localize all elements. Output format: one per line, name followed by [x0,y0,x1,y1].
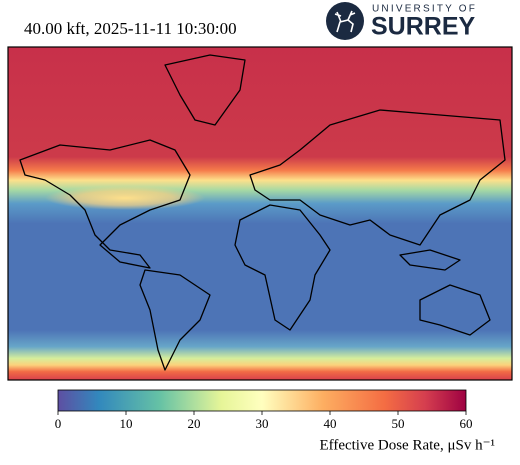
logo-stag [334,10,356,33]
colorbar-tick-label: 0 [55,416,62,431]
logo-main: SURREY [371,13,476,41]
colorbar-scale [57,389,467,412]
map [7,46,513,381]
colorbar-tick-label: 10 [120,416,133,431]
colorbar-tick-label: 40 [324,416,337,431]
colorbar-tick-label: 20 [188,416,201,431]
colorbar: Effective Dose Rate, μSv h⁻¹ 0 10 20 30 40 50… [55,389,495,453]
colorbar-tick-label: 50 [392,416,405,431]
title: 40.00 kft, 2025-11-11 10:30:00 [24,19,237,38]
colorbar-label: Effective Dose Rate, μSv h⁻¹ [319,437,495,453]
colorbar-tick-label: 30 [256,416,269,431]
logo: UNIVERSITY OF SURREY [326,2,477,41]
logo-top: UNIVERSITY OF [372,4,477,15]
dose-field-patch [45,186,205,210]
dose-field [8,47,512,380]
colorbar-tick-label: 60 [460,416,473,431]
map-frame [7,46,513,381]
coastlines [19,54,506,371]
